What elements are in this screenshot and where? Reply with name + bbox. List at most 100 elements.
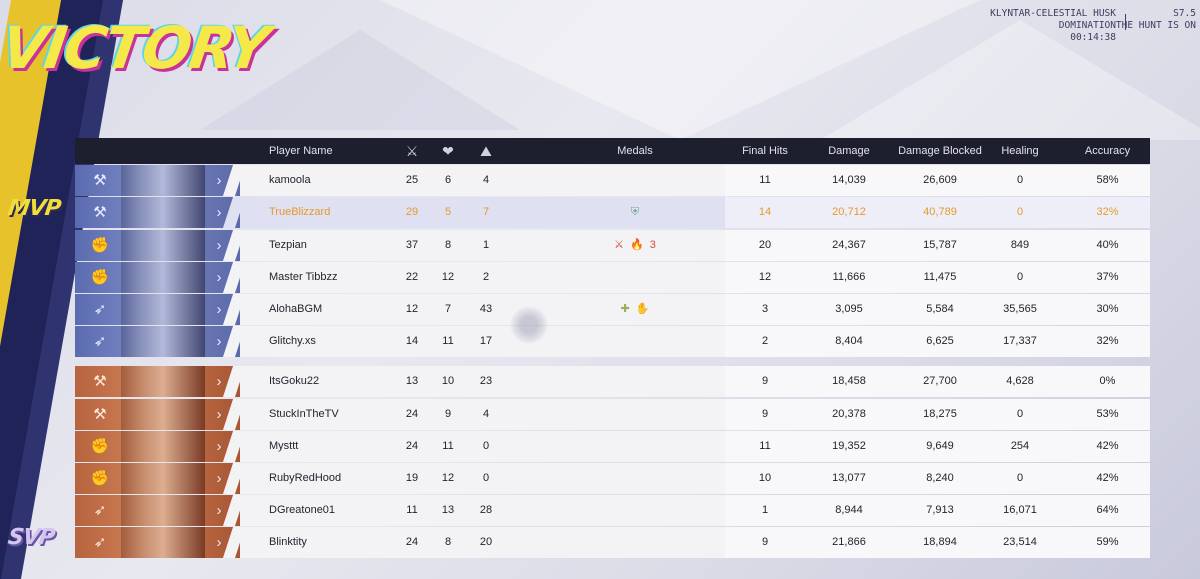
hero-portrait[interactable]: ⚒ › <box>75 165 240 197</box>
player-row[interactable]: ⚒ › TrueBlizzard 29 5 7 ⛨ 14 20,712 40,7… <box>75 197 1150 229</box>
damage: 8,404 <box>835 335 863 348</box>
damage: 13,077 <box>832 471 866 484</box>
hero-portrait[interactable]: ⚒ › <box>75 398 240 430</box>
final-hits: 1 <box>761 504 769 517</box>
chevron-right-icon[interactable]: › <box>216 333 222 351</box>
stats-panel <box>725 430 1150 462</box>
deaths: 6 <box>444 174 452 187</box>
vanguard-role-icon: ⚒ <box>93 405 107 423</box>
hero-portrait[interactable]: ✊ › <box>75 229 240 261</box>
final-hits: 3 <box>761 302 769 315</box>
deaths: 10 <box>441 375 455 388</box>
hero-image <box>121 261 205 293</box>
assists: 0 <box>482 439 490 452</box>
chevron-right-icon[interactable]: › <box>216 534 222 552</box>
player-name[interactable]: Master Tibbzz <box>269 270 338 283</box>
damage: 20,378 <box>832 407 866 420</box>
chevron-right-icon[interactable]: › <box>216 373 222 391</box>
hero-portrait[interactable]: ✊ › <box>75 261 240 293</box>
assists: 7 <box>482 206 490 219</box>
deaths: 12 <box>441 471 455 484</box>
accuracy: 64% <box>1096 504 1119 517</box>
accuracy: 30% <box>1096 302 1119 315</box>
match-mode: DOMINATION <box>1058 20 1116 31</box>
player-row[interactable]: ⚒ › kamoola 25 6 4 11 14,039 26,609 0 58… <box>75 165 1150 197</box>
player-name[interactable]: StuckInTheTV <box>269 407 339 420</box>
kills: 11 <box>406 504 418 517</box>
hero-portrait[interactable]: ➶ › <box>75 293 240 325</box>
player-row[interactable]: ✊ › RubyRedHood 19 12 0 10 13,077 8,240 … <box>75 462 1150 494</box>
final-hits: 2 <box>761 335 769 348</box>
final-hits: 11 <box>759 439 771 452</box>
damage: 24,367 <box>832 238 866 251</box>
crossed-swords-icon: ⚔ <box>405 143 419 159</box>
player-name[interactable]: Blinktity <box>269 536 307 549</box>
player-name[interactable]: TrueBlizzard <box>269 206 331 219</box>
player-name[interactable]: Mysttt <box>269 439 299 452</box>
stats-panel <box>725 326 1150 358</box>
hero-portrait[interactable]: ✊ › <box>75 462 240 494</box>
vanguard-role-icon: ⚒ <box>93 172 107 190</box>
player-row[interactable]: ➶ › DGreatone01 11 13 28 1 8,944 7,913 1… <box>75 495 1150 527</box>
chevron-right-icon[interactable]: › <box>216 204 222 222</box>
chevron-right-icon[interactable]: › <box>216 300 222 318</box>
strategist-role-icon: ➶ <box>93 300 107 318</box>
player-name[interactable]: ItsGoku22 <box>269 375 320 388</box>
healing: 254 <box>1010 439 1030 452</box>
hero-portrait[interactable]: ⚒ › <box>75 197 240 229</box>
background-shape <box>380 0 980 140</box>
healing: 16,071 <box>1003 504 1037 517</box>
mvp-badge: MVP <box>6 196 62 221</box>
stats-panel <box>725 261 1150 293</box>
healing: 0 <box>1016 471 1024 484</box>
player-row[interactable]: ✊ › Mysttt 24 11 0 11 19,352 9,649 254 4… <box>75 430 1150 462</box>
chevron-right-icon[interactable]: › <box>216 469 222 487</box>
chevron-right-icon[interactable]: › <box>216 236 222 254</box>
deaths: 7 <box>444 302 452 315</box>
duelist-role-icon: ✊ <box>90 469 110 487</box>
scoreboard: Player Name ⚔ ❤ ⛰ Medals Final Hits Dama… <box>75 138 1150 559</box>
player-row[interactable]: ⚒ › ItsGoku22 13 10 23 9 18,458 27,700 4… <box>75 366 1150 398</box>
player-name[interactable]: DGreatone01 <box>269 504 336 517</box>
player-name[interactable]: Tezpian <box>269 238 307 251</box>
chevron-right-icon[interactable]: › <box>216 405 222 423</box>
hero-image <box>121 398 205 430</box>
player-row[interactable]: ⚒ › StuckInTheTV 24 9 4 9 20,378 18,275 … <box>75 398 1150 430</box>
hero-portrait[interactable]: ➶ › <box>75 527 240 559</box>
chevron-right-icon[interactable]: › <box>216 172 222 190</box>
hero-portrait[interactable]: ➶ › <box>75 495 240 527</box>
stats-panel <box>725 229 1150 261</box>
player-row[interactable]: ✊ › Tezpian 37 8 1 ⚔ 🔥 3 20 24,367 15,787 … <box>75 229 1150 261</box>
player-name[interactable]: kamoola <box>269 174 311 187</box>
accuracy: 32% <box>1096 206 1119 219</box>
final-hits: 9 <box>761 407 769 420</box>
medals: ⚔ 🔥 3 <box>545 230 725 261</box>
accuracy: 37% <box>1096 270 1119 283</box>
deaths: 11 <box>442 335 454 348</box>
player-name[interactable]: RubyRedHood <box>269 471 342 484</box>
player-name[interactable]: Glitchy.xs <box>269 335 316 348</box>
damage-blocked: 5,584 <box>926 302 954 315</box>
damage-blocked: 15,787 <box>923 238 957 251</box>
hero-portrait[interactable]: ⚒ › <box>75 366 240 398</box>
hero-portrait[interactable]: ➶ › <box>75 326 240 358</box>
duelist-role-icon: ✊ <box>90 236 110 254</box>
hero-image <box>121 527 205 559</box>
medals: ⛨ <box>545 197 725 228</box>
hero-image <box>121 366 205 398</box>
hero-portrait[interactable]: ✊ › <box>75 430 240 462</box>
final-hits: 12 <box>758 270 772 283</box>
player-row[interactable]: ➶ › Blinktity 24 8 20 9 21,866 18,894 23… <box>75 527 1150 559</box>
damage-blocked: 9,649 <box>926 439 954 452</box>
broken-heart-icon: ❤ <box>442 143 454 159</box>
chevron-right-icon[interactable]: › <box>216 502 222 520</box>
player-name[interactable]: AlohaBGM <box>269 302 323 315</box>
player-row[interactable]: ➶ › Glitchy.xs 14 11 17 2 8,404 6,625 17… <box>75 326 1150 358</box>
chevron-right-icon[interactable]: › <box>216 268 222 286</box>
hero-image <box>121 326 205 358</box>
player-row[interactable]: ✊ › Master Tibbzz 22 12 2 12 11,666 11,4… <box>75 261 1150 293</box>
player-row[interactable]: ➶ › AlohaBGM 12 7 43 ✚ ✋ 3 3,095 5,584 35… <box>75 293 1150 325</box>
chevron-right-icon[interactable]: › <box>216 437 222 455</box>
final-hits: 14 <box>758 206 772 219</box>
hero-image <box>121 462 205 494</box>
